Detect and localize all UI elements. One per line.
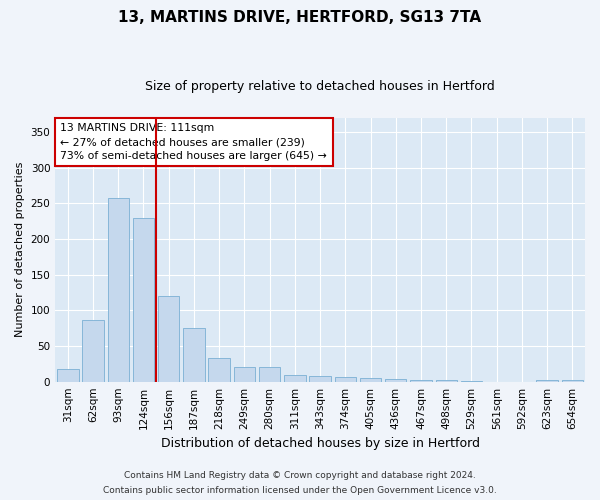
Bar [183,328,205,382]
Bar [208,358,230,382]
Bar [233,368,255,382]
X-axis label: Distribution of detached houses by size in Hertford: Distribution of detached houses by size … [161,437,479,450]
Bar [436,380,457,382]
Bar [385,379,406,382]
Text: Contains public sector information licensed under the Open Government Licence v3: Contains public sector information licen… [103,486,497,495]
Bar [360,378,381,382]
Text: Contains HM Land Registry data © Crown copyright and database right 2024.: Contains HM Land Registry data © Crown c… [124,471,476,480]
Bar [259,368,280,382]
Title: Size of property relative to detached houses in Hertford: Size of property relative to detached ho… [145,80,495,93]
Bar [82,320,104,382]
Bar [562,380,583,382]
Bar [284,374,305,382]
Bar [107,198,129,382]
Bar [133,218,154,382]
Bar [57,369,79,382]
Bar [536,380,558,382]
Text: 13, MARTINS DRIVE, HERTFORD, SG13 7TA: 13, MARTINS DRIVE, HERTFORD, SG13 7TA [118,10,482,25]
Bar [310,376,331,382]
Bar [158,296,179,382]
Bar [335,376,356,382]
Y-axis label: Number of detached properties: Number of detached properties [15,162,25,338]
Bar [410,380,432,382]
Bar [461,381,482,382]
Text: 13 MARTINS DRIVE: 111sqm
← 27% of detached houses are smaller (239)
73% of semi-: 13 MARTINS DRIVE: 111sqm ← 27% of detach… [61,123,327,161]
